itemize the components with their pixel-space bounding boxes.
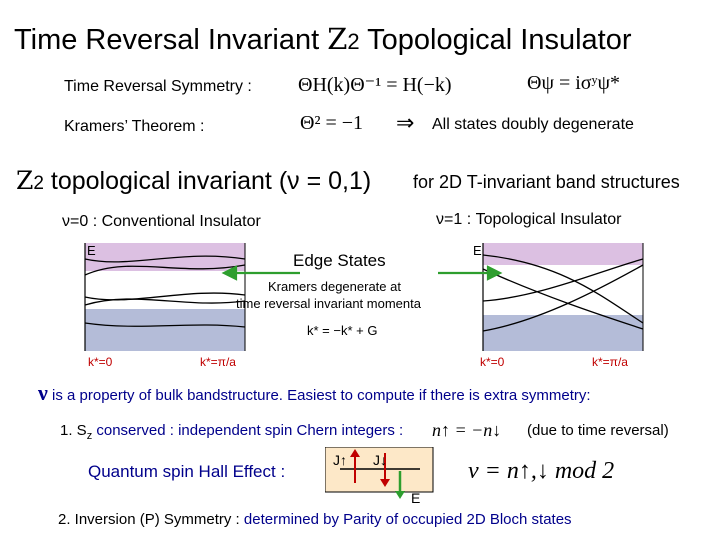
time-reversal-note: (due to time reversal): [527, 422, 669, 439]
kramers-degenerate-line1: Kramers degenerate at: [268, 279, 401, 294]
bulk-property-line: ν is a property of bulk bandstructure. E…: [38, 380, 591, 405]
e-field-label: E: [411, 490, 420, 506]
left-valence-band: [85, 309, 245, 351]
right-valence-band: [483, 315, 643, 351]
j-down-label: J↓: [373, 452, 387, 468]
left-k0-label: k*=0: [88, 355, 113, 369]
left-kpi-label: k*=π/a: [200, 355, 236, 369]
right-edge-state-4: [482, 264, 644, 332]
z2-formula: ν = n↑,↓ mod 2: [468, 458, 615, 484]
j-up-label: J↑: [333, 452, 347, 468]
left-energy-axis-label: E: [87, 243, 96, 258]
implies-arrow: ⇒: [396, 110, 415, 135]
right-kpi-label: k*=π/a: [592, 355, 628, 369]
j-up-arrow: [350, 449, 360, 483]
symmetry-label: Time Reversal Symmetry :: [64, 78, 252, 95]
symmetry-equation-2: Θψ = iσʸψ*: [527, 72, 621, 94]
item-2-inversion: 2. Inversion (P) Symmetry : determined b…: [58, 511, 572, 528]
nu0-label: ν=0 : Conventional Insulator: [62, 213, 261, 230]
left-band-panel: E: [84, 243, 246, 351]
right-band-panel: E: [473, 243, 644, 351]
kstar-relation: k* = −k* + G: [307, 323, 377, 338]
qsh-diagram: J↑ J↓ E: [325, 447, 434, 506]
j-down-arrow: [380, 453, 390, 487]
spin-chern-equation: n↑ = −n↓: [432, 420, 502, 440]
right-edge-state-1: [482, 254, 644, 324]
kramers-result: All states doubly degenerate: [432, 116, 634, 133]
left-edge-state-4: [84, 298, 246, 306]
invariant-note: for 2D T-invariant band structures: [413, 172, 680, 192]
left-edge-state-3: [84, 292, 246, 301]
kramers-degenerate-line2: time reversal invariant momenta: [236, 296, 422, 311]
kramers-equation: Θ² = −1: [300, 112, 363, 134]
band-structure-figure: E E Edge States Kramers degenerate at ti…: [84, 243, 644, 369]
left-edge-state-1: [84, 255, 246, 263]
item-1-sz-conserved: 1. Sz conserved : independent spin Chern…: [60, 422, 404, 442]
nu1-label: ν=1 : Topological Insulator: [436, 211, 622, 228]
z2-invariant-heading: Z2 topological invariant (ν = 0,1): [16, 166, 372, 195]
edge-states-label: Edge States: [293, 251, 386, 270]
kramers-arrows: [221, 265, 503, 281]
page-title: Time Reversal Invariant Z2 Topological I…: [14, 22, 632, 56]
right-conduction-band: [483, 243, 643, 265]
e-field-arrow: [395, 471, 405, 499]
qsh-label: Quantum spin Hall Effect :: [88, 462, 286, 481]
left-edge-state-2: [84, 264, 246, 276]
right-edge-state-3: [482, 258, 644, 302]
right-energy-axis-label: E: [473, 243, 482, 258]
kramers-label: Kramers’ Theorem :: [64, 118, 205, 135]
symmetry-equation-1: ΘH(k)Θ⁻¹ = H(−k): [298, 74, 452, 96]
z2-subscript: 2: [347, 29, 360, 54]
right-k0-label: k*=0: [480, 355, 505, 369]
